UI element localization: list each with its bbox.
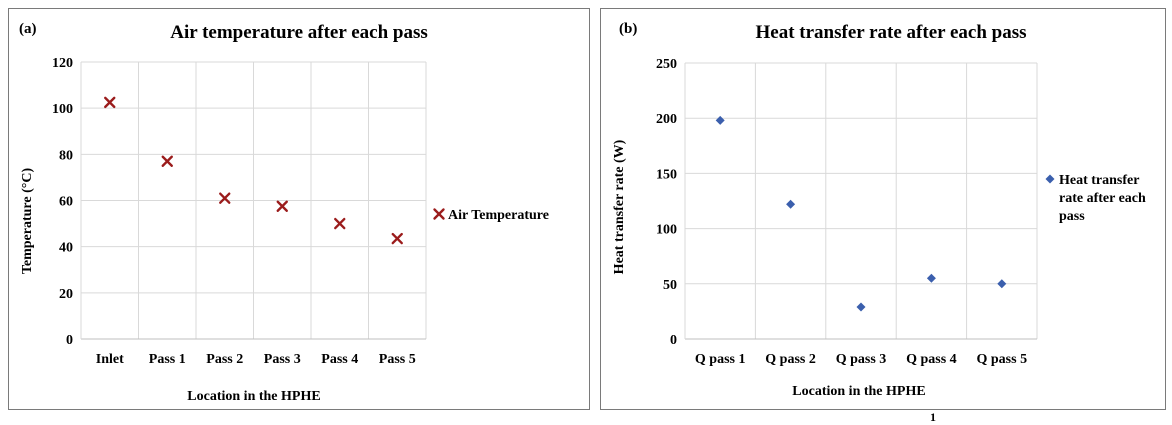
- marker-stroke: [334, 217, 346, 230]
- y-tick-label: 250: [656, 57, 677, 72]
- y-tick-label: 100: [656, 223, 677, 238]
- legend-marker-heat-transfer: [1045, 174, 1055, 184]
- y-tick-label: 40: [59, 241, 73, 256]
- chart-title-a: Air temperature after each pass: [170, 22, 428, 43]
- data-point: [715, 115, 725, 125]
- legend-label-air-temperature: Air Temperature: [448, 208, 549, 223]
- data-point: [786, 199, 796, 209]
- chart-panel-b: (b) Heat transfer rate after each pass L…: [600, 8, 1166, 410]
- marker-stroke: [219, 192, 231, 204]
- chart-panel-a: (a) Air temperature after each pass Loca…: [8, 8, 590, 410]
- y-tick-label: 100: [52, 102, 73, 117]
- legend-marker-air-temperature: [433, 208, 445, 220]
- data-point: [104, 96, 116, 109]
- legend-b: Heat transfer rate after each pass: [1045, 173, 1149, 224]
- y-tick-label: 20: [59, 287, 73, 302]
- y-tick-label: 200: [656, 112, 677, 127]
- x-tick-label: Pass 3: [264, 352, 301, 367]
- data-point: [276, 200, 288, 212]
- marker-stroke: [104, 96, 116, 109]
- x-tick-label: Pass 2: [206, 352, 243, 367]
- data-point: [391, 232, 403, 245]
- x-tick-label: Q pass 3: [836, 352, 887, 367]
- panel-label-a: (a): [19, 21, 37, 37]
- plot-area-a: 0 20 40 60 80 100 120 Inlet Pass 1 Pass 2 Pass 3 Pa…: [52, 56, 427, 367]
- x-tick-label: Q pass 2: [765, 352, 816, 367]
- legend-line-1: Heat transfer: [1059, 173, 1139, 188]
- x-tick-label: Pass 1: [149, 352, 186, 367]
- y-axis-label-a: Temperature (°C): [20, 168, 35, 275]
- y-tick-label: 80: [59, 148, 73, 163]
- y-tick-label: 60: [59, 195, 73, 210]
- panel-label-b: (b): [619, 21, 637, 37]
- y-tick-label: 150: [656, 167, 677, 182]
- plot-area-b: 0 50 100 150 200 250 Q pass 1 Q pass 2 Q pass 3 Q…: [656, 57, 1038, 367]
- x-tick-label: Q pass 1: [695, 352, 746, 367]
- data-point: [334, 217, 346, 230]
- legend-line-2: rate after each: [1059, 191, 1146, 206]
- chart-title-b: Heat transfer rate after each pass: [755, 22, 1026, 43]
- x-axis-label-a: Location in the HPHE: [187, 389, 320, 404]
- data-point: [161, 155, 173, 167]
- marker-stroke: [276, 200, 288, 212]
- x-tick-label: Pass 5: [379, 352, 416, 367]
- legend-marker-shape: [1045, 174, 1055, 184]
- x-tick-label: Inlet: [96, 352, 124, 367]
- y-tick-label: 50: [663, 278, 677, 293]
- legend-line-3: pass: [1059, 209, 1085, 224]
- y-tick-label: 0: [670, 333, 677, 348]
- data-point: [856, 302, 866, 312]
- data-point: [926, 273, 936, 283]
- legend-a: Air Temperature: [433, 208, 549, 223]
- y-tick-label: 0: [66, 333, 73, 348]
- marker-stroke: [433, 208, 445, 220]
- x-tick-label: Q pass 5: [977, 352, 1028, 367]
- page-number: 1: [930, 410, 936, 424]
- x-tick-label: Pass 4: [321, 352, 358, 367]
- y-axis-label-b: Heat transfer rate (W): [612, 139, 627, 274]
- data-point: [219, 192, 231, 204]
- air-temperature-chart: (a) Air temperature after each pass Loca…: [19, 21, 549, 404]
- marker-stroke: [391, 232, 403, 245]
- legend-label-heat-transfer: Heat transfer rate after each pass: [1059, 173, 1149, 224]
- x-tick-label: Q pass 4: [906, 352, 957, 367]
- legend-marker-shape: [433, 208, 445, 220]
- marker-stroke: [161, 155, 173, 167]
- heat-transfer-chart: (b) Heat transfer rate after each pass L…: [612, 21, 1149, 399]
- data-point: [997, 279, 1007, 289]
- x-axis-label-b: Location in the HPHE: [792, 384, 925, 399]
- y-tick-label: 120: [52, 56, 73, 71]
